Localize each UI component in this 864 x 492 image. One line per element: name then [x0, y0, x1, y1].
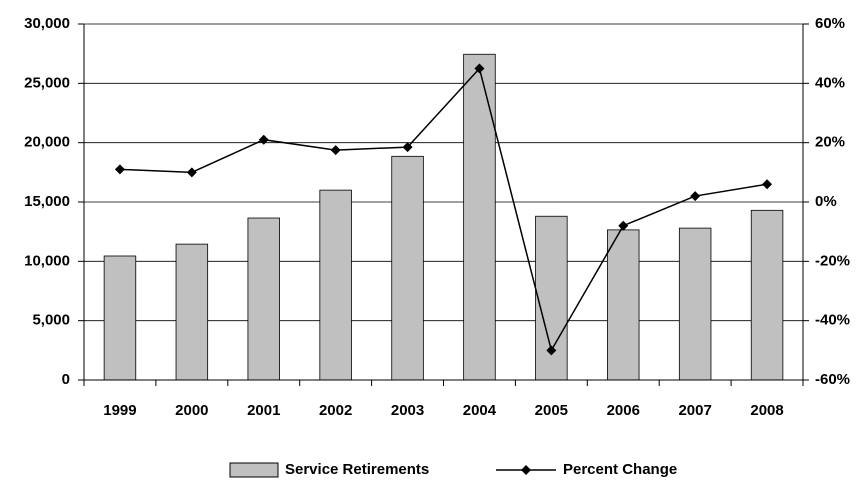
x-tick-label: 2008: [750, 402, 783, 419]
x-tick-label: 2001: [247, 402, 280, 419]
y2-tick-label: -60%: [815, 371, 850, 388]
bar: [103, 255, 137, 381]
marker: [114, 164, 125, 175]
y-tick-label: 0: [62, 371, 70, 388]
y2-tick-label: 0%: [815, 193, 837, 210]
y-tick-label: 10,000: [24, 252, 70, 269]
y2-tick-label: 20%: [815, 134, 845, 151]
bar: [175, 243, 209, 381]
y-tick-label: 15,000: [24, 193, 70, 210]
bar: [391, 155, 424, 381]
y-tick-label: 5,000: [32, 312, 70, 329]
y-tick-label: 20,000: [24, 134, 70, 151]
marker: [762, 179, 773, 190]
marker: [258, 134, 269, 145]
marker: [186, 167, 197, 178]
y-tick-label: 25,000: [24, 74, 70, 91]
y2-tick-label: 60%: [815, 15, 845, 32]
marker: [330, 145, 341, 156]
bar: [607, 229, 640, 381]
legend-swatch: [229, 462, 279, 478]
line: [119, 66, 768, 353]
bar: [247, 217, 280, 381]
legend-marker: [521, 465, 531, 475]
y-tick-label: 30,000: [24, 15, 70, 32]
marker: [474, 63, 485, 74]
bar: [750, 209, 784, 381]
x-tick-label: 2000: [175, 402, 208, 419]
y2-tick-label: 40%: [815, 74, 845, 91]
y2-tick-label: -20%: [815, 252, 850, 269]
x-tick-label: 1999: [103, 402, 136, 419]
bar: [463, 53, 496, 381]
marker: [402, 142, 413, 153]
bar: [678, 227, 712, 381]
x-tick-label: 2002: [319, 402, 352, 419]
x-tick-label: 2005: [535, 402, 568, 419]
marker: [618, 220, 629, 231]
bar: [319, 189, 352, 381]
x-tick-label: 2003: [391, 402, 424, 419]
x-tick-label: 2007: [678, 402, 711, 419]
marker: [546, 345, 557, 356]
y2-tick-label: -40%: [815, 312, 850, 329]
legend-label: Percent Change: [563, 461, 677, 478]
x-tick-label: 2006: [607, 402, 640, 419]
x-tick-label: 2004: [463, 402, 497, 419]
bar: [535, 215, 568, 381]
marker: [690, 191, 701, 202]
legend-label: Service Retirements: [285, 461, 429, 478]
